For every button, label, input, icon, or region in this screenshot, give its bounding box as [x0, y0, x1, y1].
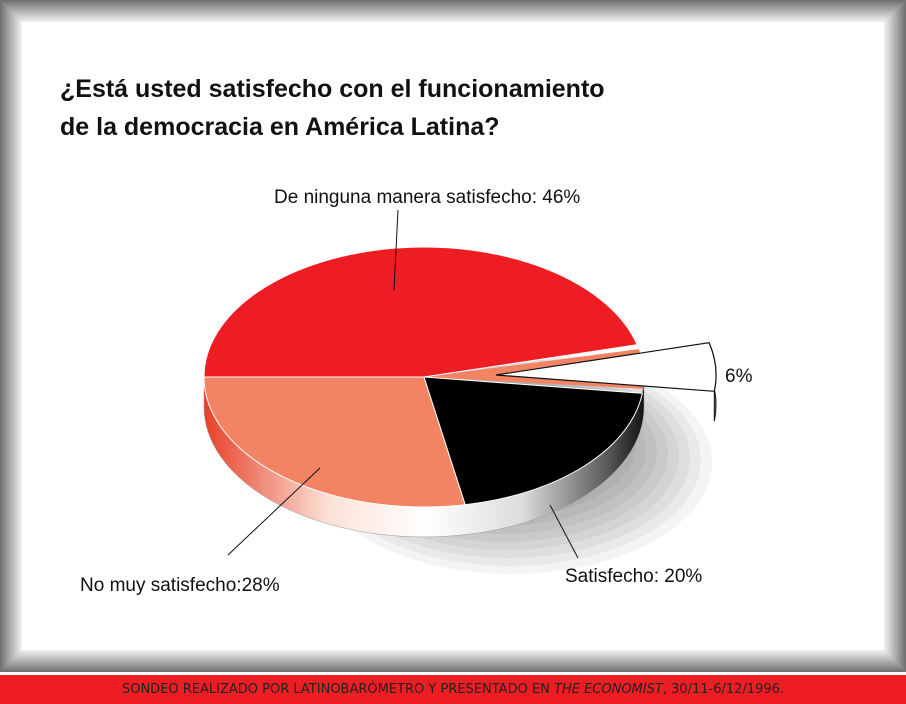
slice-label-satisfecho: Satisfecho: 20%: [565, 566, 703, 587]
slice-satisfecho: [423, 376, 643, 506]
frame-bevel-top: [0, 0, 906, 22]
slice-no-muy: [203, 376, 466, 508]
pie-chart: [0, 0, 906, 672]
leader-lines: [227, 209, 579, 559]
slice-6pct: [495, 342, 717, 392]
footer-source: SONDEO REALIZADO POR LATINOBARÓMETRO Y P…: [0, 675, 906, 704]
chart-title-line-1: ¿Está usted satisfecho con el funcionami…: [60, 75, 605, 103]
chart-title-line-2: de la democracia en América Latina?: [60, 113, 500, 141]
leader-no-muy: [227, 467, 321, 556]
leader-satisfecho: [549, 504, 579, 559]
slice-label-ninguna: De ninguna manera satisfecho: 46%: [274, 187, 581, 208]
footer-prefix: SONDEO REALIZADO POR LATINOBARÓMETRO Y P…: [121, 682, 555, 697]
frame-bevel-bottom: [0, 650, 906, 672]
pie-slices: [203, 246, 717, 508]
footer-source-name: THE ECONOMIST: [554, 682, 663, 697]
frame-bevel-left: [0, 0, 22, 672]
chart-frame: ¿Está usted satisfecho con el funcionami…: [0, 0, 906, 672]
chart-title: ¿Está usted satisfecho con el funcionami…: [60, 70, 605, 146]
slice-label-6pct: 6%: [725, 366, 753, 387]
footer-suffix: , 30/11-6/12/1996.: [662, 682, 785, 697]
leader-ninguna: [393, 209, 399, 291]
slice-label-no-muy: No muy satisfecho:28%: [80, 575, 280, 596]
frame-bevel-right: [884, 0, 906, 672]
